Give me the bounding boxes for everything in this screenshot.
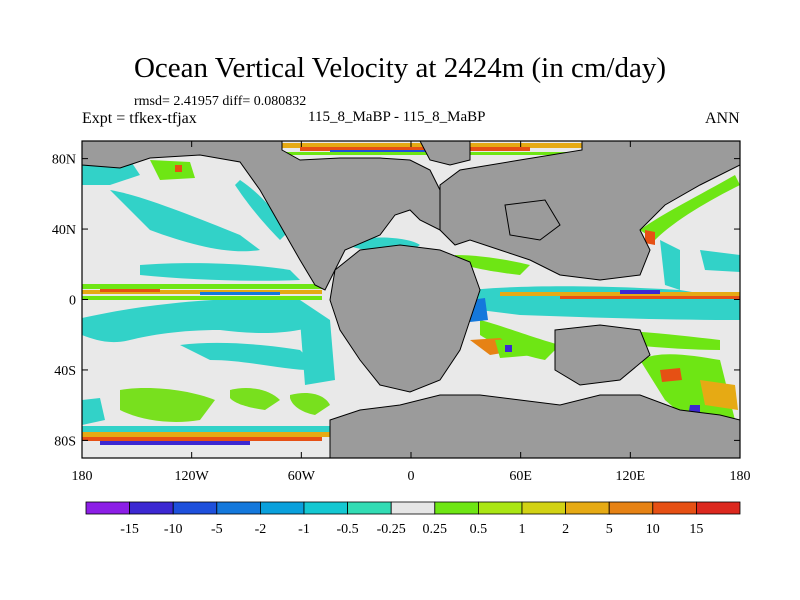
colorbar-swatch — [390, 501, 436, 515]
experiment-label: Expt = tfkex-tfjax — [82, 110, 197, 127]
lat-tick-label: 40N — [52, 223, 76, 238]
colorbar-label: -1 — [298, 522, 310, 537]
lat-tick-label: 0 — [69, 294, 76, 309]
colorbar-label: 10 — [646, 522, 660, 537]
colorbar-label: -0.5 — [337, 522, 359, 537]
lon-tick-label: 120W — [175, 469, 210, 484]
colorbar-swatch — [85, 501, 130, 515]
colorbar-swatch — [303, 501, 348, 515]
lon-tick-label: 180 — [72, 469, 93, 484]
plot-title: Ocean Vertical Velocity at 2424m (in cm/… — [133, 52, 667, 84]
colorbar-label: 5 — [606, 522, 613, 537]
colorbar-swatch — [696, 501, 741, 515]
colorbar-label: 15 — [689, 522, 703, 537]
colorbar-swatch — [216, 501, 261, 515]
lon-tick-label: 60W — [288, 469, 316, 484]
lon-tick-label: 60E — [509, 469, 532, 484]
lon-tick-label: 180 — [730, 469, 751, 484]
colorbar-swatch — [172, 501, 218, 515]
lat-tick-label: 80S — [54, 434, 76, 449]
season-label: ANN — [705, 110, 740, 127]
land-masses — [81, 140, 741, 459]
lat-tick-label: 40S — [54, 364, 76, 379]
colorbar-swatch — [521, 501, 566, 515]
latitude-axis: 80N 40N 0 40S 80S — [52, 153, 740, 449]
colorbar-swatch — [259, 501, 305, 515]
colorbar-label: 0.5 — [470, 522, 488, 537]
colorbar-label: 0.25 — [423, 522, 448, 537]
colorbar: -15 -10 -5 -2 -1 -0.5 -0.25 0.25 0.5 1 2 5 10 15 — [85, 501, 741, 537]
colorbar-swatch — [477, 501, 523, 515]
case-label: 115_8_MaBP - 115_8_MaBP — [308, 109, 486, 125]
colorbar-label: -5 — [211, 522, 223, 537]
ocean-field — [82, 143, 740, 445]
colorbar-label: -0.25 — [377, 522, 406, 537]
stats-label: rmsd= 2.41957 diff= 0.080832 — [134, 94, 307, 109]
lon-tick-label: 120E — [616, 469, 646, 484]
colorbar-label: -15 — [120, 522, 139, 537]
colorbar-label: -2 — [255, 522, 267, 537]
colorbar-swatch — [608, 501, 654, 515]
colorbar-swatch — [434, 501, 479, 515]
lat-tick-label: 80N — [52, 153, 76, 168]
colorbar-label: 2 — [562, 522, 569, 537]
colorbar-swatch — [565, 501, 610, 515]
longitude-axis: 180 120W 60W 0 60E 120E 180 — [72, 141, 751, 484]
colorbar-swatch — [347, 501, 392, 515]
colorbar-label: 1 — [519, 522, 526, 537]
colorbar-swatch — [129, 501, 174, 515]
lon-tick-label: 0 — [408, 469, 415, 484]
colorbar-swatch — [652, 501, 697, 515]
colorbar-label: -10 — [164, 522, 183, 537]
